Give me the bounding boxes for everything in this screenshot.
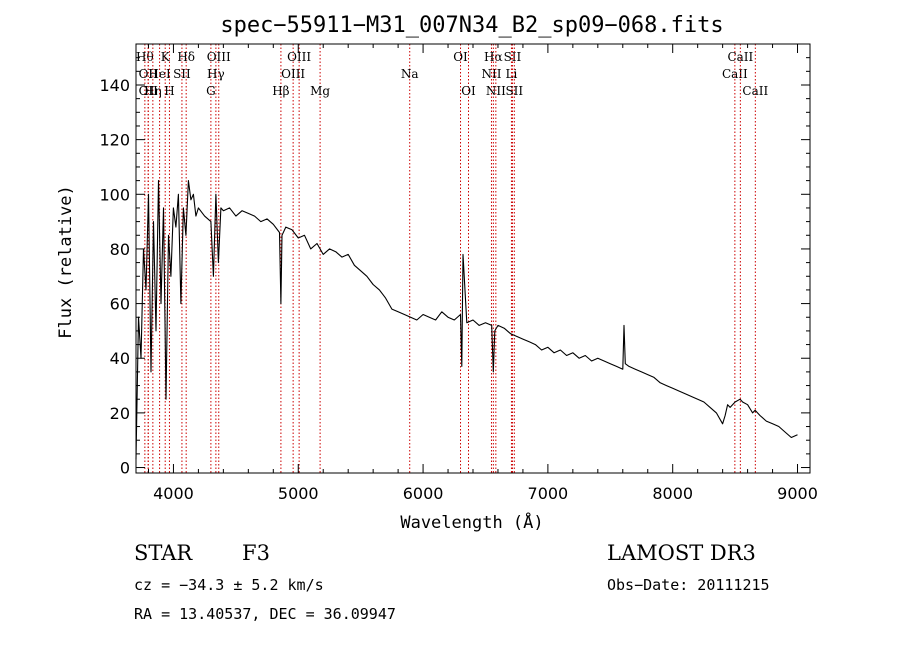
line-label: Mg — [310, 84, 330, 98]
line-label: OII — [139, 67, 159, 81]
plot-frame — [135, 43, 811, 474]
y-tick-label: 20 — [110, 404, 130, 423]
line-label: Hη — [144, 84, 162, 98]
line-label: K — [161, 50, 171, 64]
x-tick-label: 8000 — [652, 484, 693, 503]
spectral-line-markers: HθOIIOIIHηHeIKHSIIHδGHγOIIIHβOIIIOIIIMgN… — [136, 44, 768, 473]
survey-name: LAMOST DR3 — [607, 541, 756, 565]
y-tick-label: 0 — [120, 459, 130, 478]
y-tick-label: 60 — [110, 295, 130, 314]
line-label: Hθ — [136, 50, 154, 64]
spectrum-line — [135, 180, 798, 460]
line-label: Hα — [484, 50, 503, 64]
coordinates: RA = 13.40537, DEC = 36.09947 — [134, 605, 396, 623]
y-tick-label: 120 — [99, 131, 130, 150]
line-label: CaII — [727, 50, 753, 64]
line-label: G — [206, 84, 216, 98]
line-label: Hβ — [272, 84, 289, 98]
line-label: CaII — [722, 67, 748, 81]
object-subclass: F3 — [242, 541, 270, 565]
y-tick-label: 40 — [110, 349, 130, 368]
line-label: H — [164, 84, 174, 98]
y-tick-label: 140 — [99, 76, 130, 95]
line-label: OIII — [287, 50, 311, 64]
x-tick-label: 4000 — [153, 484, 194, 503]
x-tick-label: 7000 — [528, 484, 569, 503]
x-axis-label: Wavelength (Å) — [400, 511, 543, 533]
line-label: OIII — [281, 67, 305, 81]
x-tick-label: 5000 — [278, 484, 319, 503]
x-tick-label: 6000 — [403, 484, 444, 503]
line-label: OI — [461, 84, 476, 98]
y-tick-label: 80 — [110, 240, 130, 259]
obs-date: Obs−Date: 20111215 — [607, 576, 770, 594]
plot-area — [135, 180, 798, 460]
line-label: HeI — [148, 67, 171, 81]
line-label: SII — [504, 50, 522, 64]
line-label: OI — [453, 50, 468, 64]
line-label: Na — [401, 67, 419, 81]
line-label: SII — [173, 67, 191, 81]
line-label: Li — [506, 67, 518, 81]
x-tick-label: 9000 — [777, 484, 818, 503]
redshift-cz: cz = −34.3 ± 5.2 km/s — [134, 576, 324, 594]
line-label: NII — [481, 67, 501, 81]
line-label: Hδ — [177, 50, 195, 64]
object-class: STAR — [134, 541, 193, 565]
y-axis-label: Flux (relative) — [56, 185, 76, 339]
line-label: NII — [486, 84, 506, 98]
y-tick-label: 100 — [99, 185, 130, 204]
chart-title: spec−55911−M31_007N34_B2_sp09−068.fits — [220, 13, 723, 38]
line-label: CaII — [742, 84, 768, 98]
line-label: SII — [505, 84, 523, 98]
line-label: Hγ — [207, 67, 225, 81]
axes: 4000 5000 6000 7000 8000 9000 0 20 40 60 80 100 120 1… — [99, 43, 818, 503]
line-label: OIII — [207, 50, 231, 64]
